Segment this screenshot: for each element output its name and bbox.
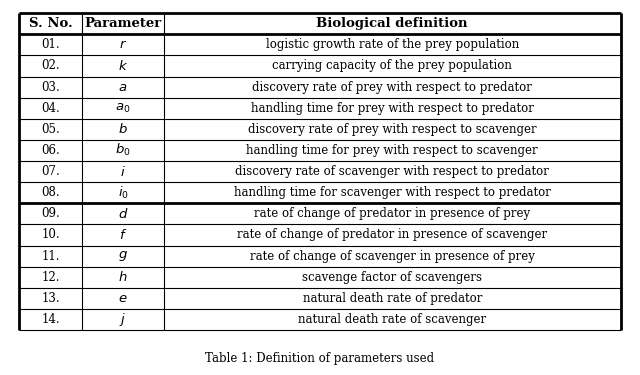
Text: $\mathit{r}$: $\mathit{r}$ (119, 38, 127, 51)
Text: handling time for prey with respect to scavenger: handling time for prey with respect to s… (246, 144, 538, 157)
Text: natural death rate of scavenger: natural death rate of scavenger (298, 313, 486, 326)
Text: $\mathit{i}_0$: $\mathit{i}_0$ (118, 184, 129, 201)
Text: handling time for prey with respect to predator: handling time for prey with respect to p… (251, 102, 534, 115)
Text: $\mathit{a}$: $\mathit{a}$ (118, 81, 127, 94)
Text: $\mathit{e}$: $\mathit{e}$ (118, 292, 128, 305)
Text: Table 1: Definition of parameters used: Table 1: Definition of parameters used (205, 352, 435, 364)
Text: scavenge factor of scavengers: scavenge factor of scavengers (302, 271, 482, 284)
Text: rate of change of predator in presence of prey: rate of change of predator in presence o… (254, 207, 531, 220)
Text: rate of change of scavenger in presence of prey: rate of change of scavenger in presence … (250, 250, 534, 262)
Text: discovery rate of prey with respect to scavenger: discovery rate of prey with respect to s… (248, 123, 536, 136)
Text: $\mathit{j}$: $\mathit{j}$ (120, 311, 127, 328)
Text: S. No.: S. No. (29, 17, 73, 30)
Text: handling time for scavenger with respect to predator: handling time for scavenger with respect… (234, 186, 550, 199)
Text: natural death rate of predator: natural death rate of predator (303, 292, 482, 305)
Text: 09.: 09. (42, 207, 60, 220)
Text: $\mathit{d}$: $\mathit{d}$ (118, 207, 128, 221)
Text: 08.: 08. (42, 186, 60, 199)
Text: 01.: 01. (42, 38, 60, 51)
Text: 05.: 05. (42, 123, 60, 136)
Text: 07.: 07. (42, 165, 60, 178)
Text: discovery rate of prey with respect to predator: discovery rate of prey with respect to p… (252, 81, 532, 94)
Text: 04.: 04. (42, 102, 60, 115)
Text: $\mathit{a}_0$: $\mathit{a}_0$ (115, 102, 131, 115)
Text: 06.: 06. (42, 144, 60, 157)
Text: $\mathit{f}$: $\mathit{f}$ (119, 228, 127, 242)
Text: $\mathit{h}$: $\mathit{h}$ (118, 270, 128, 284)
Text: 02.: 02. (42, 59, 60, 72)
Text: $\mathit{k}$: $\mathit{k}$ (118, 59, 128, 73)
Text: rate of change of predator in presence of scavenger: rate of change of predator in presence o… (237, 228, 547, 242)
Text: Parameter: Parameter (84, 17, 162, 30)
Text: $\mathit{b}$: $\mathit{b}$ (118, 122, 128, 136)
Text: 11.: 11. (42, 250, 60, 262)
Text: logistic growth rate of the prey population: logistic growth rate of the prey populat… (266, 38, 519, 51)
Text: $\mathit{g}$: $\mathit{g}$ (118, 249, 128, 263)
Text: 14.: 14. (42, 313, 60, 326)
Text: $\mathit{b}_0$: $\mathit{b}_0$ (115, 142, 131, 159)
Text: 10.: 10. (42, 228, 60, 242)
Text: $\mathit{i}$: $\mathit{i}$ (120, 165, 126, 178)
Text: 12.: 12. (42, 271, 60, 284)
Text: 13.: 13. (42, 292, 60, 305)
Text: Biological definition: Biological definition (316, 17, 468, 30)
Text: 03.: 03. (42, 81, 60, 94)
Text: discovery rate of scavenger with respect to predator: discovery rate of scavenger with respect… (236, 165, 549, 178)
Text: carrying capacity of the prey population: carrying capacity of the prey population (272, 59, 512, 72)
